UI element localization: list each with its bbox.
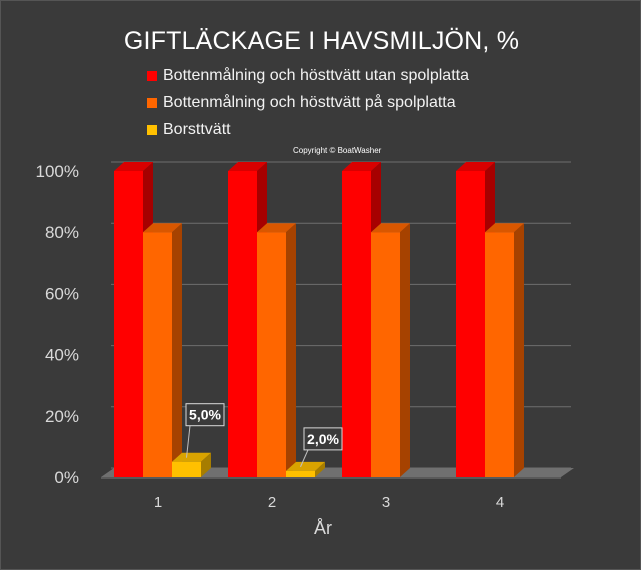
chart-floor-edge <box>101 477 561 479</box>
bar-top <box>342 162 381 171</box>
bar-side <box>315 461 325 477</box>
legend-label-borsttvatt: Borsttvätt <box>163 121 231 138</box>
chart-floor <box>101 468 574 477</box>
data-label: 2,0% <box>307 431 339 447</box>
bar <box>371 232 400 477</box>
bar-top <box>257 223 296 233</box>
bar <box>114 171 143 477</box>
bar-side <box>286 223 296 477</box>
legend-item-borsttvatt: Borsttvätt <box>147 121 231 139</box>
legend-swatch-orange <box>147 98 157 108</box>
y-tick-label: 40% <box>45 346 79 365</box>
bar <box>456 171 485 477</box>
bar-side <box>172 223 182 477</box>
bar <box>143 232 172 477</box>
data-label-leader <box>300 449 309 468</box>
bar <box>228 171 257 477</box>
bar-side <box>400 223 410 477</box>
bar <box>485 232 514 477</box>
y-tick-label: 100% <box>36 162 79 181</box>
bar-top <box>371 223 410 233</box>
x-tick-label: 1 <box>154 494 162 511</box>
x-tick-label: 4 <box>496 494 504 511</box>
bar-top <box>143 223 182 233</box>
legend-item-pa-spolplatta: Bottenmålning och hösttvätt på spolplatt… <box>147 94 456 112</box>
bar-side <box>514 223 524 477</box>
data-label: 5,0% <box>189 407 221 423</box>
legend-swatch-red <box>147 71 157 81</box>
legend-label-pa-spolplatta: Bottenmålning och hösttvätt på spolplatt… <box>163 94 456 111</box>
bar <box>257 232 286 477</box>
bar-top <box>228 162 267 171</box>
x-tick-label: 3 <box>382 494 390 511</box>
bar-side <box>201 452 211 477</box>
bar-top <box>456 162 495 171</box>
bar-top <box>114 162 153 171</box>
y-tick-label: 20% <box>45 407 79 426</box>
bar <box>286 470 315 477</box>
bar <box>342 171 371 477</box>
legend-label-utan-spolplatta: Bottenmålning och hösttvätt utan spolpla… <box>163 67 469 84</box>
y-tick-label: 60% <box>45 284 79 303</box>
data-label-leader <box>186 425 191 458</box>
bar <box>172 461 201 477</box>
copyright-note: Copyright © BoatWasher <box>293 146 382 155</box>
legend-item-utan-spolplatta: Bottenmålning och hösttvätt utan spolpla… <box>147 67 469 85</box>
chart-title: GIFTLÄCKAGE I HAVSMILJÖN, % <box>123 27 520 55</box>
x-tick-label: 2 <box>268 494 276 511</box>
data-label-box <box>185 403 225 427</box>
bar-top <box>172 452 211 462</box>
data-label-box <box>303 427 343 451</box>
bar-top <box>485 223 524 233</box>
x-axis-title: År <box>314 518 332 538</box>
y-tick-label: 80% <box>45 223 79 242</box>
bar-top <box>286 461 325 471</box>
y-tick-label: 0% <box>54 468 79 487</box>
legend-swatch-yellow <box>147 125 157 135</box>
